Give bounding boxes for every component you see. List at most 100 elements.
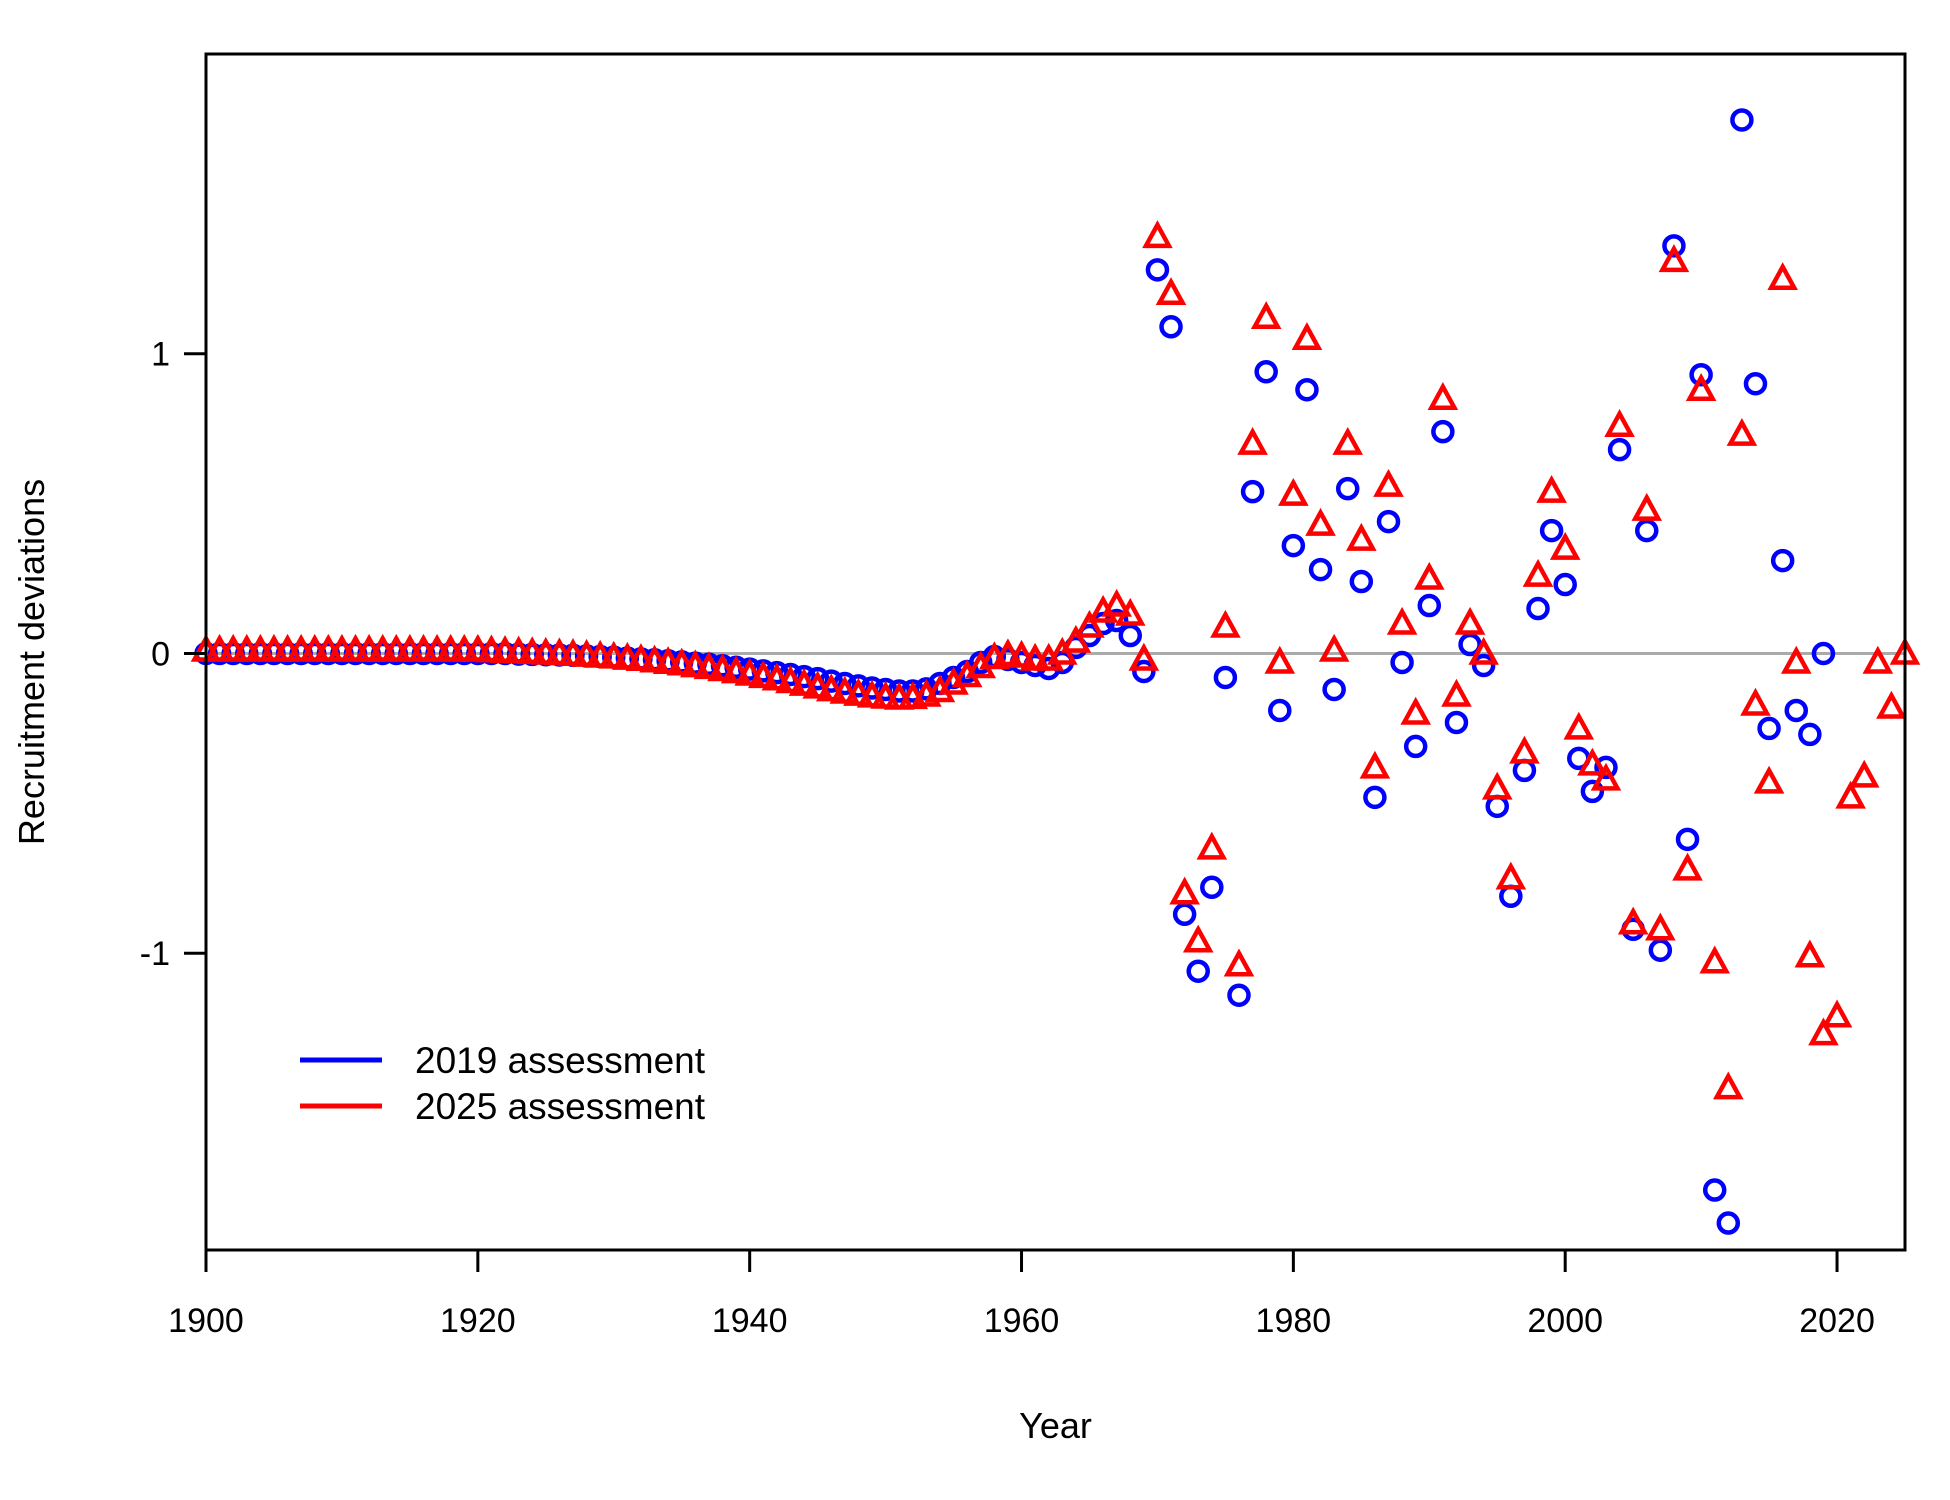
- data-point-triangle: [1758, 770, 1781, 791]
- data-point-circle: [1447, 713, 1466, 732]
- x-axis: 1900 1920 1940 1960 1980 2000 2020: [168, 1250, 1875, 1340]
- legend-label: 2025 assessment: [415, 1086, 706, 1127]
- data-point-triangle: [1350, 528, 1373, 549]
- x-tick-label: 1980: [1256, 1302, 1332, 1340]
- data-point-triangle: [1798, 944, 1821, 965]
- data-point-circle: [1651, 941, 1670, 960]
- y-axis-title: Recruitment deviations: [11, 479, 52, 845]
- data-point-triangle: [1445, 683, 1468, 704]
- data-point-circle: [1760, 719, 1779, 738]
- data-point-triangle: [1146, 225, 1169, 246]
- data-point-circle: [1297, 380, 1316, 399]
- data-point-circle: [1243, 482, 1262, 501]
- data-point-triangle: [1173, 881, 1196, 902]
- data-point-circle: [1800, 725, 1819, 744]
- legend-label: 2019 assessment: [415, 1040, 706, 1081]
- data-point-circle: [1488, 797, 1507, 816]
- data-point-triangle: [1581, 752, 1604, 773]
- data-point-triangle: [1241, 432, 1264, 453]
- data-point-triangle: [1880, 695, 1903, 716]
- data-point-triangle: [1527, 564, 1550, 585]
- data-point-triangle: [1499, 866, 1522, 887]
- y-tick-label: 1: [151, 336, 170, 374]
- legend: 2019 assessment 2025 assessment: [300, 1040, 706, 1127]
- data-point-circle: [1229, 986, 1248, 1005]
- data-point-circle: [1148, 260, 1167, 279]
- data-point-circle: [1746, 374, 1765, 393]
- data-point-triangle: [1540, 480, 1563, 501]
- data-point-triangle: [1703, 950, 1726, 971]
- data-point-triangle: [1431, 387, 1454, 408]
- data-point-circle: [1787, 701, 1806, 720]
- data-point-triangle: [1132, 647, 1155, 668]
- data-point-circle: [1270, 701, 1289, 720]
- data-point-circle: [1637, 521, 1656, 540]
- data-point-circle: [1406, 737, 1425, 756]
- data-point-circle: [1678, 830, 1697, 849]
- data-point-triangle: [1282, 483, 1305, 504]
- data-point-circle: [1379, 512, 1398, 531]
- data-point-circle: [1433, 422, 1452, 441]
- data-point-circle: [1365, 788, 1384, 807]
- data-point-circle: [1515, 761, 1534, 780]
- data-point-triangle: [1839, 785, 1862, 806]
- data-point-triangle: [1363, 755, 1386, 776]
- data-point-circle: [1474, 656, 1493, 675]
- data-point-triangle: [1635, 498, 1658, 519]
- data-point-circle: [1773, 551, 1792, 570]
- x-axis-title: Year: [1019, 1405, 1092, 1446]
- data-point-triangle: [1200, 836, 1223, 857]
- data-point-triangle: [1853, 764, 1876, 785]
- data-point-triangle: [1336, 432, 1359, 453]
- x-tick-label: 1920: [440, 1302, 516, 1340]
- data-point-circle: [1556, 575, 1575, 594]
- data-point-triangle: [1771, 267, 1794, 288]
- x-tick-label: 1900: [168, 1302, 244, 1340]
- data-point-circle: [1202, 878, 1221, 897]
- y-tick-label: 0: [151, 635, 170, 673]
- data-point-triangle: [1649, 917, 1672, 938]
- data-point-circle: [1284, 536, 1303, 555]
- y-axis: -1 0 1: [140, 336, 206, 973]
- data-point-circle: [1719, 1214, 1738, 1233]
- data-point-circle: [1134, 662, 1153, 681]
- data-point-triangle: [1826, 1004, 1849, 1025]
- data-point-circle: [1257, 362, 1276, 381]
- data-point-triangle: [1309, 513, 1332, 534]
- data-point-circle: [1216, 668, 1235, 687]
- data-point-triangle: [1295, 327, 1318, 348]
- data-point-circle: [1311, 560, 1330, 579]
- data-point-triangle: [1730, 423, 1753, 444]
- x-tick-label: 1960: [984, 1302, 1060, 1340]
- data-point-triangle: [1676, 857, 1699, 878]
- data-point-circle: [1610, 440, 1629, 459]
- data-point-circle: [1529, 599, 1548, 618]
- data-point-circle: [1325, 680, 1344, 699]
- data-point-triangle: [1513, 740, 1536, 761]
- data-point-triangle: [1486, 776, 1509, 797]
- data-point-triangle: [1160, 282, 1183, 303]
- data-point-circle: [1175, 905, 1194, 924]
- data-point-triangle: [1187, 929, 1210, 950]
- data-point-triangle: [1323, 639, 1346, 660]
- data-point-triangle: [1717, 1076, 1740, 1097]
- data-point-circle: [1162, 317, 1181, 336]
- data-point-triangle: [1744, 692, 1767, 713]
- data-point-triangle: [1459, 612, 1482, 633]
- data-point-circle: [1121, 626, 1140, 645]
- data-point-triangle: [1404, 701, 1427, 722]
- data-point-circle: [1542, 521, 1561, 540]
- data-point-circle: [1732, 110, 1751, 129]
- data-point-circle: [1338, 479, 1357, 498]
- data-point-triangle: [1608, 414, 1631, 435]
- data-point-triangle: [1227, 953, 1250, 974]
- data-point-circle: [1189, 962, 1208, 981]
- x-tick-label: 2000: [1527, 1302, 1603, 1340]
- y-tick-label: -1: [140, 935, 170, 973]
- x-tick-label: 2020: [1799, 1302, 1875, 1340]
- data-point-circle: [1393, 653, 1412, 672]
- data-point-triangle: [1418, 567, 1441, 588]
- data-point-triangle: [1391, 612, 1414, 633]
